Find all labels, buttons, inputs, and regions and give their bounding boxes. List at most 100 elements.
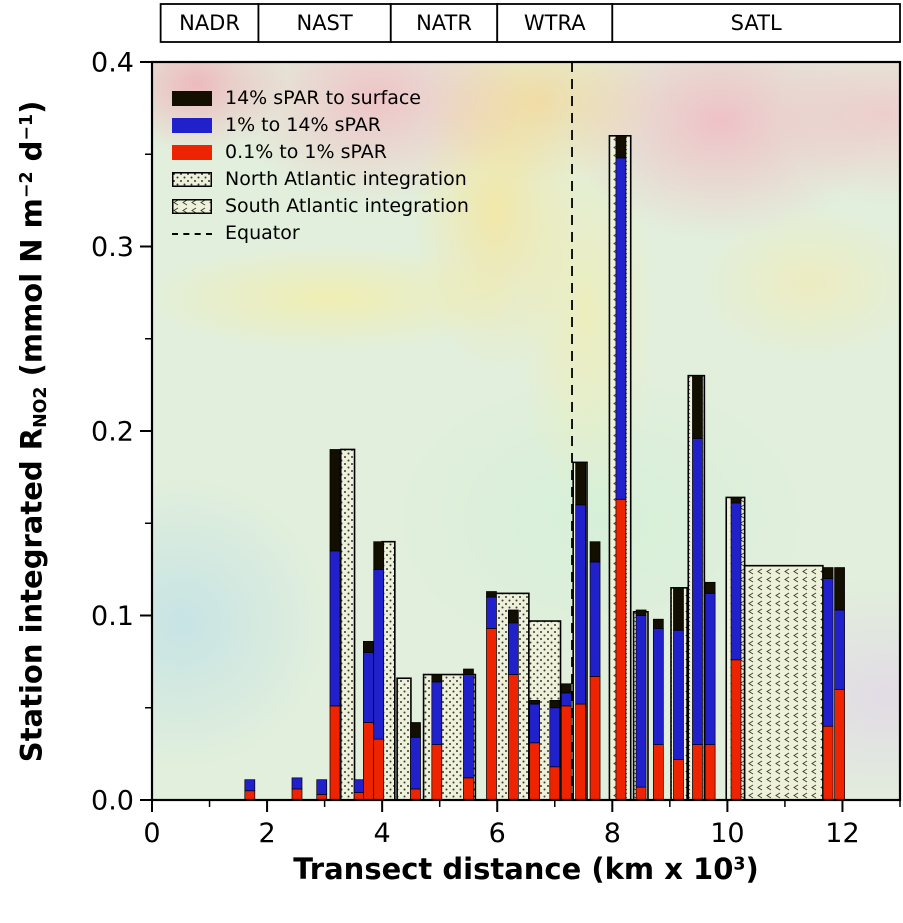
station-bar-red-segment [652, 744, 664, 801]
station-bar-red-segment [410, 788, 421, 801]
region-box [611, 3, 901, 43]
equator-dashed-swatch [172, 232, 212, 235]
station-bar-red-segment [244, 790, 256, 801]
station-bar-blue-segment [549, 707, 561, 768]
station-bar-blue-segment [834, 609, 845, 690]
station-bar-blue-segment [692, 438, 703, 745]
station-bar-red-segment [834, 688, 845, 801]
legend-item-north-integration: North Atlantic integration [172, 169, 469, 190]
station-bar-black-segment [507, 609, 519, 624]
y-axis-title-superscript-1: −2 [17, 171, 38, 198]
y-tick-label: 0.1 [91, 601, 134, 632]
north-integration-bar [396, 677, 412, 801]
station-bar-black-segment [560, 683, 572, 694]
station-bar-red-segment [486, 628, 497, 801]
station-bar-blue-segment [575, 504, 587, 705]
legend-item-14pct: 14% sPAR to surface [172, 88, 469, 109]
station-bar-red-segment [673, 759, 684, 801]
station-bar-black-segment [549, 700, 561, 709]
station-bar-blue-segment [704, 593, 716, 745]
station-bar-red-segment [373, 738, 385, 801]
station-bar-black-segment [486, 591, 497, 598]
legend-label-1to14: 1% to 14% sPAR [225, 114, 381, 136]
station-bar-black-segment [329, 449, 341, 552]
station-bar-blue-segment [431, 681, 443, 745]
x-tick-label: 10 [710, 818, 744, 849]
legend-item-south-integration: South Atlantic integration [172, 196, 469, 217]
station-bar-red-segment [560, 705, 572, 801]
legend-label-01to1: 0.1% to 1% sPAR [225, 141, 387, 163]
region-label: SATL [731, 11, 782, 35]
station-bar-blue-segment [730, 502, 742, 661]
region-label: NAST [296, 11, 352, 35]
y-tick-label: 0.0 [91, 786, 134, 817]
station-bar-blue-segment [635, 615, 647, 788]
station-bar-black-segment [834, 567, 845, 611]
station-bar-black-segment [692, 375, 703, 439]
station-bar-red-segment [730, 659, 742, 801]
station-bar-blue-segment [652, 628, 664, 745]
station-bar-blue-segment [615, 157, 627, 500]
station-bar-blue-segment [362, 652, 374, 723]
region-box [389, 3, 499, 43]
x-tick-label: 12 [825, 818, 859, 849]
station-bar-red-segment [529, 742, 540, 801]
region-box [159, 3, 260, 43]
legend-label-equator: Equator [225, 222, 300, 244]
y-tick-label: 0.4 [91, 48, 134, 79]
legend-swatch-14pct [172, 91, 212, 106]
station-bar-black-segment [373, 541, 385, 570]
region-label: NATR [416, 11, 472, 35]
legend-label-south-integration: South Atlantic integration [225, 195, 469, 217]
station-bar-red-segment [615, 498, 627, 801]
station-bar-red-segment [463, 777, 474, 801]
station-bar-red-segment [589, 676, 601, 801]
plot-background [152, 62, 900, 800]
station-bar-blue-segment [244, 779, 256, 792]
station-bar-red-segment [575, 703, 587, 801]
station-bar-red-segment [353, 792, 365, 801]
station-bar-blue-segment [822, 578, 834, 727]
station-bar-blue-segment [353, 779, 365, 793]
x-tick-label: 0 [143, 818, 160, 849]
station-bar-blue-segment [486, 596, 497, 629]
legend-item-01to1: 0.1% to 1% sPAR [172, 142, 469, 163]
station-bar-black-segment [704, 581, 716, 594]
x-axis-title: Transect distance (km x 103) [152, 852, 900, 886]
x-axis-title-main: Transect distance (km x 10 [293, 852, 734, 886]
station-bar-black-segment [615, 135, 627, 159]
legend-item-equator: Equator [172, 223, 469, 244]
station-bar-blue-segment [673, 629, 684, 760]
station-bar-red-segment [291, 788, 303, 801]
station-bar-black-segment [652, 618, 664, 629]
y-axis-title-superscript-2: −1 [17, 113, 38, 141]
north-integration-bar [339, 448, 356, 801]
station-bar-blue-segment [410, 736, 421, 790]
x-tick-label: 8 [604, 818, 621, 849]
stacked-bars-group [244, 135, 845, 801]
x-axis-title-superscript: 3 [733, 854, 746, 875]
station-bar-blue-segment [589, 561, 601, 677]
station-bar-black-segment [575, 462, 587, 506]
station-bar-red-segment [431, 744, 443, 801]
legend-item-1to14: 1% to 14% sPAR [172, 115, 469, 136]
legend-label-14pct: 14% sPAR to surface [225, 87, 421, 109]
station-bar-red-segment [549, 766, 561, 801]
station-bar-black-segment [730, 497, 742, 504]
station-bar-blue-segment [560, 692, 572, 707]
station-bar-red-segment [692, 744, 703, 801]
station-bar-red-segment [507, 674, 519, 801]
x-axis-title-end: ) [745, 852, 759, 886]
station-bar-black-segment [635, 609, 647, 616]
region-label: WTRA [524, 11, 586, 35]
legend-label-north-integration: North Atlantic integration [225, 168, 467, 190]
south-integration-pattern-swatch [172, 199, 212, 214]
station-bar-blue-segment [329, 550, 341, 707]
legend-swatch-01to1 [172, 145, 212, 160]
station-bar-black-segment [589, 541, 601, 563]
station-bar-black-segment [463, 668, 474, 675]
y-axis-title-mid2: d [14, 140, 49, 172]
y-axis-title-mid: (mmol N m [14, 197, 49, 387]
